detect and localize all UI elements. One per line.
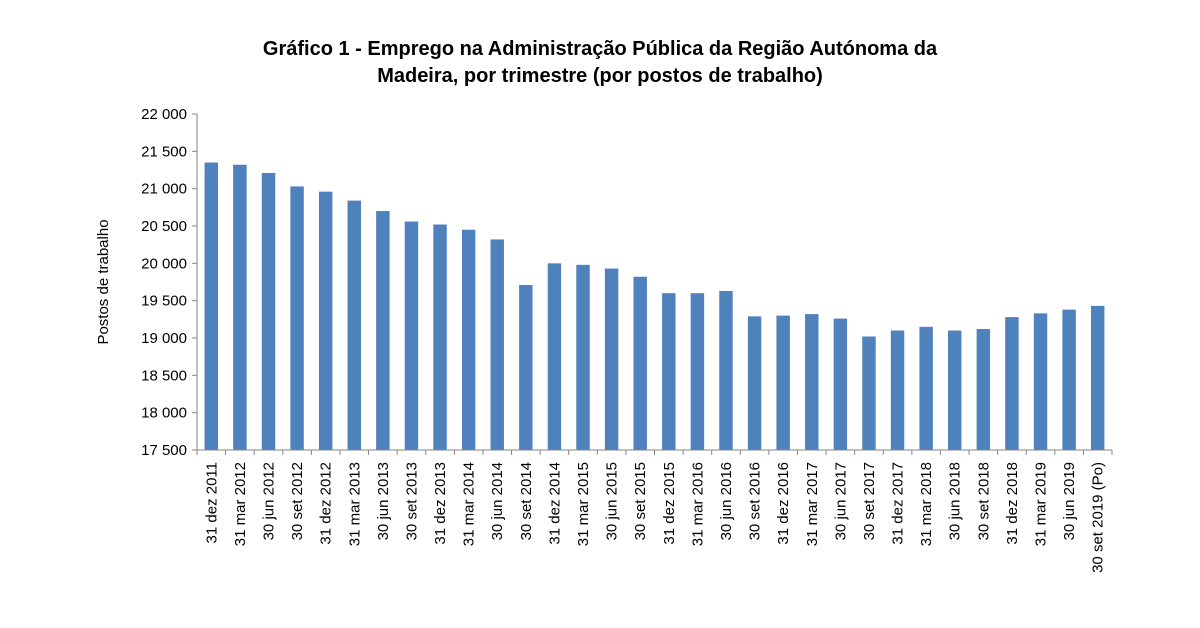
- y-tick-label: 20 000: [141, 255, 187, 272]
- x-tick-label: 31 mar 2012: [232, 462, 249, 546]
- bar: [776, 315, 790, 450]
- x-tick-label: 30 set 2014: [518, 462, 535, 540]
- y-tick-label: 20 500: [141, 218, 187, 235]
- y-tick-label: 22 000: [141, 106, 187, 123]
- x-tick-label: 31 dez 2011: [203, 462, 220, 543]
- x-tick-label: 30 jun 2017: [832, 462, 849, 540]
- chart-title: Gráfico 1 - Emprego na Administração Púb…: [0, 36, 1200, 90]
- bar: [833, 318, 848, 450]
- bar: [604, 268, 619, 450]
- bar: [519, 284, 533, 450]
- y-tick-label: 17 500: [141, 442, 187, 459]
- x-tick-label: 30 set 2013: [403, 462, 420, 540]
- x-tick-label: 30 set 2012: [289, 462, 306, 540]
- x-tick-label: 30 set 2018: [975, 462, 992, 540]
- chart-title-line-1: Gráfico 1 - Emprego na Administração Púb…: [262, 38, 938, 60]
- x-tick-label: 31 mar 2018: [918, 462, 935, 546]
- x-tick-label: 30 set 2015: [632, 462, 649, 540]
- y-tick-label: 19 500: [141, 293, 187, 310]
- x-tick-label: 31 mar 2016: [689, 462, 706, 546]
- bar: [490, 239, 504, 450]
- chart-title-line-2: Madeira, por trimestre (por postos de tr…: [377, 65, 823, 87]
- bar: [1005, 317, 1019, 450]
- bar: [576, 264, 590, 450]
- y-tick-label: 21 500: [141, 143, 187, 160]
- bar: [719, 290, 733, 450]
- y-axis-title: Postos de trabalho: [95, 219, 112, 344]
- bar: [919, 326, 933, 450]
- x-axis: 31 dez 2011 31 mar 2012 30 jun 2012 30 set …: [196, 449, 1113, 573]
- bar: [433, 224, 447, 450]
- x-tick-label: 30 jun 2019: [1061, 462, 1078, 540]
- x-tick-label: 31 dez 2016: [775, 462, 792, 545]
- bar: [976, 329, 991, 450]
- x-tick-label: 31 mar 2015: [575, 462, 592, 546]
- bar: [690, 293, 705, 450]
- y-axis: 17 500 18 000 18 500 19 000 19 500 20 000 20 5…: [141, 106, 198, 459]
- bar: [547, 263, 562, 450]
- x-tick-label: 31 mar 2019: [1033, 462, 1050, 546]
- x-tick-label: 31 dez 2017: [890, 462, 907, 545]
- x-tick-label: 31 dez 2018: [1004, 462, 1021, 545]
- bars: [204, 162, 1105, 451]
- bar: [376, 211, 390, 450]
- y-tick-label: 19 000: [141, 330, 187, 347]
- x-tick-label: 30 set 2016: [747, 462, 764, 540]
- bar: [290, 186, 304, 450]
- x-tick-label: 31 dez 2012: [318, 462, 335, 545]
- bar: [1090, 305, 1105, 450]
- bar: [1033, 313, 1048, 450]
- y-tick-label: 18 500: [141, 367, 187, 384]
- x-tick-label: 31 mar 2013: [346, 462, 363, 546]
- bar: [948, 330, 962, 450]
- bar: [261, 172, 276, 450]
- x-tick-label: 31 mar 2014: [461, 462, 478, 546]
- x-tick-label: 30 jun 2016: [718, 462, 735, 540]
- bar: [633, 276, 647, 450]
- x-tick-label: 30 set 2019 (Po): [1090, 462, 1107, 573]
- x-tick-label: 30 jun 2013: [375, 462, 392, 540]
- x-tick-label: 30 set 2017: [861, 462, 878, 540]
- bar: [318, 191, 333, 451]
- x-tick-label: 30 jun 2014: [489, 462, 506, 540]
- y-tick-label: 18 000: [141, 405, 187, 422]
- x-tick-label: 31 mar 2017: [804, 462, 821, 546]
- bar: [747, 316, 762, 450]
- bar: [204, 162, 219, 451]
- x-tick-label: 30 jun 2018: [947, 462, 964, 540]
- bar: [662, 293, 676, 450]
- y-tick-label: 21 000: [141, 181, 187, 198]
- bar: [1062, 309, 1076, 450]
- x-tick-label: 31 dez 2015: [661, 462, 678, 545]
- x-tick-label: 30 jun 2012: [260, 462, 277, 540]
- x-tick-label: 31 dez 2014: [546, 462, 563, 545]
- bar: [890, 330, 905, 450]
- x-tick-label: 31 dez 2013: [432, 462, 449, 545]
- bar: [404, 221, 419, 450]
- x-tick-label: 30 jun 2015: [604, 462, 621, 540]
- bar: [862, 336, 876, 450]
- bar: [805, 314, 819, 450]
- bar: [461, 229, 476, 450]
- bar: [347, 200, 361, 450]
- bar: [233, 164, 247, 451]
